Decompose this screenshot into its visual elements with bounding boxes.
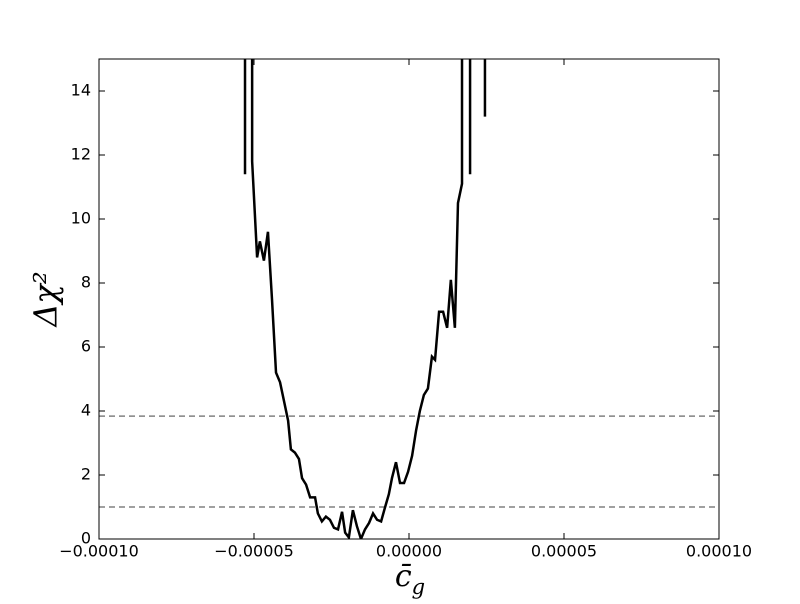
y-tick-label: 4: [81, 401, 91, 420]
x-tick-label: 0.00005: [531, 542, 597, 561]
x-label-main: c̄: [395, 559, 412, 594]
data-line: [243, 59, 487, 539]
y-tick-label: 6: [81, 337, 91, 356]
y-tick-label: 14: [71, 81, 91, 100]
y-tick-label: 2: [81, 465, 91, 484]
x-label-sub: g: [412, 575, 425, 599]
y-axis-label: Δχ²: [27, 271, 65, 328]
x-tick-label: 0.00000: [376, 542, 442, 561]
y-tick-label: 0: [81, 529, 91, 548]
x-tick-label: −0.00010: [59, 542, 139, 561]
plot-frame: [98, 58, 720, 540]
y-tick-label: 12: [71, 145, 91, 164]
x-axis-label: c̄g: [395, 559, 425, 599]
y-tick-label: 8: [81, 273, 91, 292]
y-tick-label: 10: [71, 209, 91, 228]
x-tick-label: 0.00010: [686, 542, 752, 561]
x-tick-label: −0.00005: [214, 542, 294, 561]
